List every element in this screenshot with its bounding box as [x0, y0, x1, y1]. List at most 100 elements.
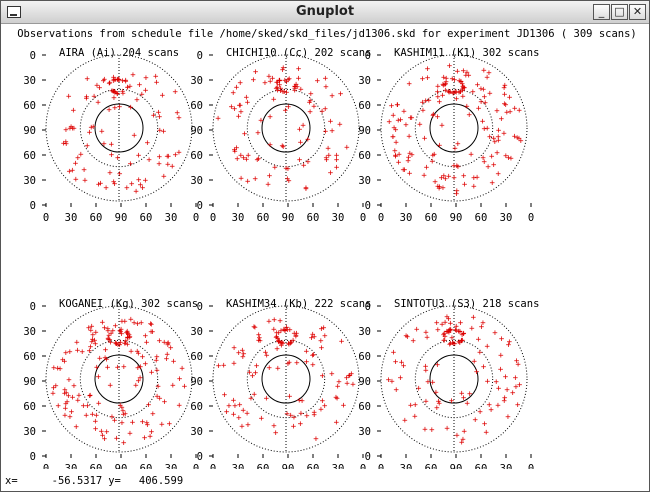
- panel-5-point: +: [285, 359, 291, 369]
- panel-1-point: +: [112, 88, 118, 98]
- panel-4-point: +: [127, 332, 133, 342]
- panel-4-point: +: [157, 336, 163, 346]
- panel-3-point: +: [516, 134, 522, 144]
- panel-5-point: +: [284, 323, 290, 333]
- panel-6-point: +: [446, 328, 452, 338]
- panel-1-point: +: [114, 89, 120, 99]
- panel-4-point: +: [76, 391, 82, 401]
- panel-1-point: +: [84, 93, 90, 103]
- panel-4-point: +: [88, 343, 94, 353]
- panel-3-point: +: [417, 120, 423, 130]
- panel-4-point: +: [115, 363, 121, 373]
- panel-3-point: +: [390, 132, 396, 142]
- minimize-button[interactable]: _: [593, 4, 610, 20]
- panel-6-ytick-label: 60: [358, 351, 371, 363]
- panel-6-point: +: [446, 326, 452, 336]
- panel-3-point: +: [455, 162, 461, 172]
- panel-6-point: +: [459, 438, 465, 448]
- panel-3-point: +: [395, 101, 401, 111]
- panel-4-point: +: [93, 339, 99, 349]
- panel-2-point: +: [276, 76, 282, 86]
- panel-3-point: +: [463, 71, 469, 81]
- panel-2-point: +: [338, 90, 344, 100]
- panel-2-point: +: [234, 83, 240, 93]
- panel-5-point: +: [313, 434, 319, 444]
- panel-5-point: +: [334, 418, 340, 428]
- panel-3-point: +: [471, 182, 477, 192]
- panel-4-point: +: [115, 340, 121, 350]
- panel-3-point: +: [481, 66, 487, 76]
- panel-4-point: +: [143, 359, 149, 369]
- panel-5-point: +: [263, 348, 269, 358]
- panel-1-xtick-label: 30: [165, 212, 178, 224]
- panel-5-point: +: [279, 338, 285, 348]
- panel-4-point: +: [165, 340, 171, 350]
- panel-6-point: +: [462, 427, 468, 437]
- panel-4-point: +: [145, 421, 151, 431]
- y-value: 406.599: [138, 475, 184, 487]
- panel-3-point: +: [476, 104, 482, 114]
- window-menu-icon[interactable]: [7, 6, 21, 18]
- panel-5-point: +: [312, 408, 318, 418]
- panel-5-point: +: [277, 317, 283, 327]
- panel-6-point: +: [454, 431, 460, 441]
- panel-5-point: +: [273, 429, 279, 439]
- panel-5-point: +: [298, 409, 304, 419]
- panel-4-point: +: [96, 399, 102, 409]
- panel-2-point: +: [280, 65, 286, 75]
- panel-4-point: +: [102, 434, 108, 444]
- panel-3-point: +: [446, 87, 452, 97]
- panel-1-point: +: [143, 86, 149, 96]
- panel-2-point: +: [286, 102, 292, 112]
- panel-2-point: +: [245, 98, 251, 108]
- panel-1-point: +: [111, 94, 117, 104]
- panel-6-point: +: [442, 336, 448, 346]
- panel-1-point: +: [94, 81, 100, 91]
- panel-2-point: +: [324, 154, 330, 164]
- panel-1-point: +: [157, 152, 163, 162]
- panel-6-xtick-label: 60: [425, 463, 438, 469]
- panel-1-xtick-label: 0: [193, 212, 199, 224]
- panel-5-point: +: [341, 401, 347, 411]
- panel-1-point: +: [176, 148, 182, 158]
- panel-1-point: +: [157, 113, 163, 123]
- panel-3-point: +: [499, 114, 505, 124]
- panel-3-ytick-label: 60: [358, 100, 371, 112]
- panel-1-point: +: [136, 175, 142, 185]
- panel-1-point: +: [63, 125, 69, 135]
- panel-5-ytick-label: 60: [190, 351, 203, 363]
- panel-1-point: +: [161, 127, 167, 137]
- panel-1-point: +: [145, 138, 151, 148]
- panel-2-xtick-label: 90: [282, 212, 295, 224]
- panel-4-point: +: [55, 364, 61, 374]
- panel-3-point: +: [454, 190, 460, 200]
- panel-1-point: +: [125, 83, 131, 93]
- title-bar[interactable]: Gnuplot _ □ ✕: [1, 1, 649, 24]
- panel-4-point: +: [162, 397, 168, 407]
- panel-6-point: +: [499, 334, 505, 344]
- panel-2-point: +: [244, 93, 250, 103]
- panel-5-point: +: [222, 391, 228, 401]
- panel-3-point: +: [514, 133, 520, 143]
- panel-2-point: +: [305, 135, 311, 145]
- panel-4-point: +: [149, 368, 155, 378]
- panel-6-point: +: [459, 337, 465, 347]
- panel-4-ytick-label: 60: [23, 401, 36, 413]
- plot-canvas[interactable]: Observations from schedule file /home/sk…: [3, 24, 647, 475]
- panel-6-point: +: [412, 400, 418, 410]
- panel-2-ytick-label: 60: [190, 150, 203, 162]
- panel-5-point: +: [290, 336, 296, 346]
- panel-5-point: +: [274, 329, 280, 339]
- plot-area[interactable]: Observations from schedule file /home/sk…: [3, 24, 647, 475]
- panel-3-point: +: [462, 84, 468, 94]
- panel-4-point: +: [107, 335, 113, 345]
- panel-1-point: +: [160, 91, 166, 101]
- panel-5-point: +: [224, 407, 230, 417]
- panel-4-point: +: [149, 428, 155, 438]
- panel-5-point: +: [309, 333, 315, 343]
- maximize-button[interactable]: □: [611, 4, 628, 20]
- panel-6-point: +: [433, 388, 439, 398]
- panel-6-point: +: [456, 338, 462, 348]
- panel-6-point: +: [494, 378, 500, 388]
- close-button[interactable]: ✕: [629, 4, 646, 20]
